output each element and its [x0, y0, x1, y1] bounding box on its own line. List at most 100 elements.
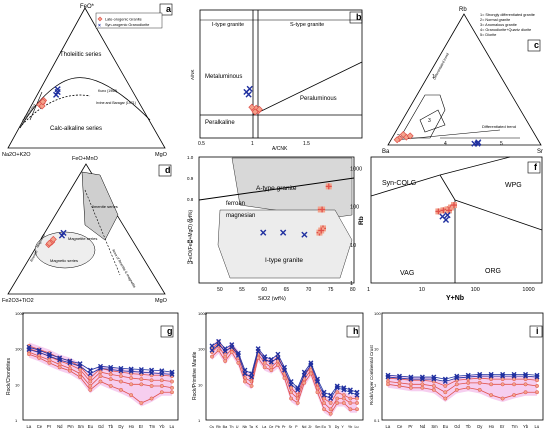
- panel-b-plot-area: [199, 9, 363, 139]
- panel-f-wpg-label: WPG: [505, 182, 522, 189]
- panel-g-xtick-7: Gd: [98, 424, 104, 429]
- panel-e-ytick-5: 1.0: [187, 155, 194, 160]
- panel-g-series-2-marker-7: [98, 374, 103, 379]
- panel-h-letter-box: [346, 325, 360, 338]
- panel-e-xtick-4: 70: [306, 287, 312, 293]
- panel-e-ytick-4: 0.9: [187, 176, 194, 181]
- panel-i-ytick-3: 100: [374, 311, 381, 316]
- panel-h-series-2-marker-19: [335, 401, 340, 405]
- panel-d-letter: d: [165, 165, 171, 175]
- legend-late-marker: [97, 16, 103, 22]
- panel-g-series-5-marker-7: [98, 365, 103, 371]
- panel-i-series-4-marker-10-stroke-b: [500, 373, 506, 379]
- panel-h-series-3-marker-10: [275, 351, 281, 357]
- panel-f-syn-point-1: [442, 216, 450, 223]
- panel-i-xtick-13: Lu: [535, 424, 540, 429]
- panel-i-series-2-marker-6: [454, 387, 459, 392]
- panel-h-xtick-21: Yb: [348, 425, 352, 429]
- panel-g-ytick-1: 10: [15, 382, 20, 387]
- panel-g-series-2-marker-5: [78, 371, 83, 376]
- panel-g-series-3-marker-11: [139, 401, 144, 405]
- panel-c-zone-4: 4: [444, 141, 447, 147]
- panel-b-syn-point-1-stroke-b: [245, 91, 252, 98]
- panel-i-series-2-marker-10: [500, 396, 505, 401]
- panel-h-xtick-11: Pr: [282, 425, 286, 429]
- panel-g-series-5-marker-6-stroke-b: [87, 371, 93, 377]
- panel-h-series-1-marker-19: [335, 396, 340, 401]
- legend-syn-label: Syn-orogenic Granodiorite: [105, 23, 149, 27]
- panel-g-series-1-marker-6: [88, 379, 93, 384]
- panel-h-xtick-5: Nb: [242, 425, 247, 429]
- panel-g-series-5-marker-0-stroke-b: [26, 346, 32, 352]
- panel-d-apex-left: Fe2O3+TiO2: [2, 298, 34, 304]
- panel-b-xlabel: A/CNK: [272, 146, 288, 152]
- panel-g-series-3-marker-0: [27, 352, 31, 357]
- panel-i-series-2-marker-2: [408, 385, 413, 390]
- panel-h-series-4-marker-22-stroke-b: [354, 392, 360, 398]
- panel-i-series-0-marker-5: [443, 384, 448, 388]
- panel-d-letter-box: [158, 164, 172, 177]
- panel-f-plot-area: [370, 156, 543, 284]
- panel-f-ytick-0: 1: [350, 281, 353, 287]
- panel-h-series-4-marker-12: [288, 381, 294, 387]
- panel-e-ytick-0: 0.5: [187, 260, 194, 265]
- panel-g-xtick-10: Ho: [129, 424, 135, 429]
- panel-g-series-3-marker-5: [78, 375, 83, 380]
- panel-c-legend-1: 1= Strongly differentiated granite: [480, 13, 535, 17]
- panel-h-series-2-marker-10: [275, 362, 280, 367]
- panel-c-legend-2: 2= Normal granite: [480, 18, 510, 22]
- panel-f-syn-point-2: [444, 212, 451, 219]
- panel-c-late-point-2: [399, 131, 407, 139]
- panel-h-series-4-marker-20: [341, 387, 347, 393]
- panel-h-series-4-marker-9: [268, 359, 274, 365]
- panel-i-series-line-4: [387, 375, 538, 382]
- panel-c-apex-right: Sr: [537, 149, 543, 155]
- panel-f-xtick-3: 1000: [522, 287, 534, 293]
- panel-g-series-2-marker-14: [170, 385, 174, 390]
- panel-h-xtick-3: Th: [229, 425, 233, 429]
- panel-d-dashed-boundary: [84, 189, 121, 276]
- panel-g-series-5-marker-1: [36, 350, 42, 356]
- panel-g-series-1-marker-7: [98, 370, 103, 375]
- panel-b-points: [243, 85, 263, 116]
- panel-f-syn-point-0-stroke-b: [439, 213, 446, 220]
- panel-h-series-1-marker-21: [348, 401, 353, 405]
- panel-g-series-3-marker-7: [98, 379, 103, 384]
- panel-e-late-point-5: [325, 183, 332, 190]
- panel-h-series-2-marker-18: [328, 411, 333, 416]
- panel-h-series-4-marker-12-stroke-b: [288, 381, 294, 387]
- panel-h-series-4-marker-2: [222, 348, 228, 354]
- panel-i-series-1-marker-8: [477, 380, 482, 385]
- panel-g-series-5-marker-13-stroke-b: [159, 371, 165, 377]
- panel-h-series-4-marker-5-stroke-b: [242, 371, 248, 377]
- panel-h-series-4-marker-0-stroke-b: [209, 347, 215, 353]
- panel-h-series-4-marker-14: [301, 372, 307, 378]
- panel-a-calc-label: Calc-alkaline series: [50, 126, 102, 132]
- panel-i-xtick-12: Yb: [523, 424, 529, 429]
- panel-g-ticks: La Ce Pr Nd Pm Sm Eu Gd Tb Dy Ho Er Tm Yb Lu 1 10 100 1000: [15, 311, 175, 429]
- legend-late-marker-shape: [97, 16, 103, 22]
- panel-g-series-5-marker-6: [87, 371, 93, 377]
- panel-h-series-3-marker-0: [209, 343, 215, 349]
- panel-b-metaluminous-label: Metaluminous: [205, 74, 242, 80]
- panel-f-syn-point-2-stroke-b: [444, 212, 451, 219]
- panel-f-ticks: 1 10 100 1000 1 10 100 1000: [350, 166, 535, 293]
- panel-f-points: [435, 202, 457, 223]
- panel-a-syn-point-2: [53, 91, 60, 98]
- panel-h-series-1-marker-12: [289, 390, 294, 395]
- panel-a-irvine-label: Irvine and Baragar (1971): [96, 101, 136, 105]
- panel-i-series-4-marker-7-stroke-b: [465, 374, 471, 380]
- legend-syn-marker: ×: [98, 23, 101, 29]
- panel-h-series-4-marker-13: [295, 387, 301, 393]
- panel-i-xtick-11: Tm: [512, 424, 519, 429]
- panel-i-series-4-marker-2-stroke-b: [408, 376, 414, 382]
- panel-e-syn-point-1-stroke-b: [280, 229, 287, 236]
- panel-a-syn-point-1: [54, 86, 61, 93]
- panel-i-series-4-marker-6: [454, 375, 460, 381]
- panel-h-series-4-marker-18-stroke-b: [328, 396, 334, 402]
- panel-f-xlabel: Y+Nb: [446, 295, 464, 302]
- panel-h-series-1-marker-20: [341, 396, 346, 401]
- panel-b-stype-label: S-type granite: [290, 22, 324, 28]
- panel-i-series-1-marker-10: [500, 382, 505, 387]
- panel-i-series-4-marker-1: [396, 375, 402, 381]
